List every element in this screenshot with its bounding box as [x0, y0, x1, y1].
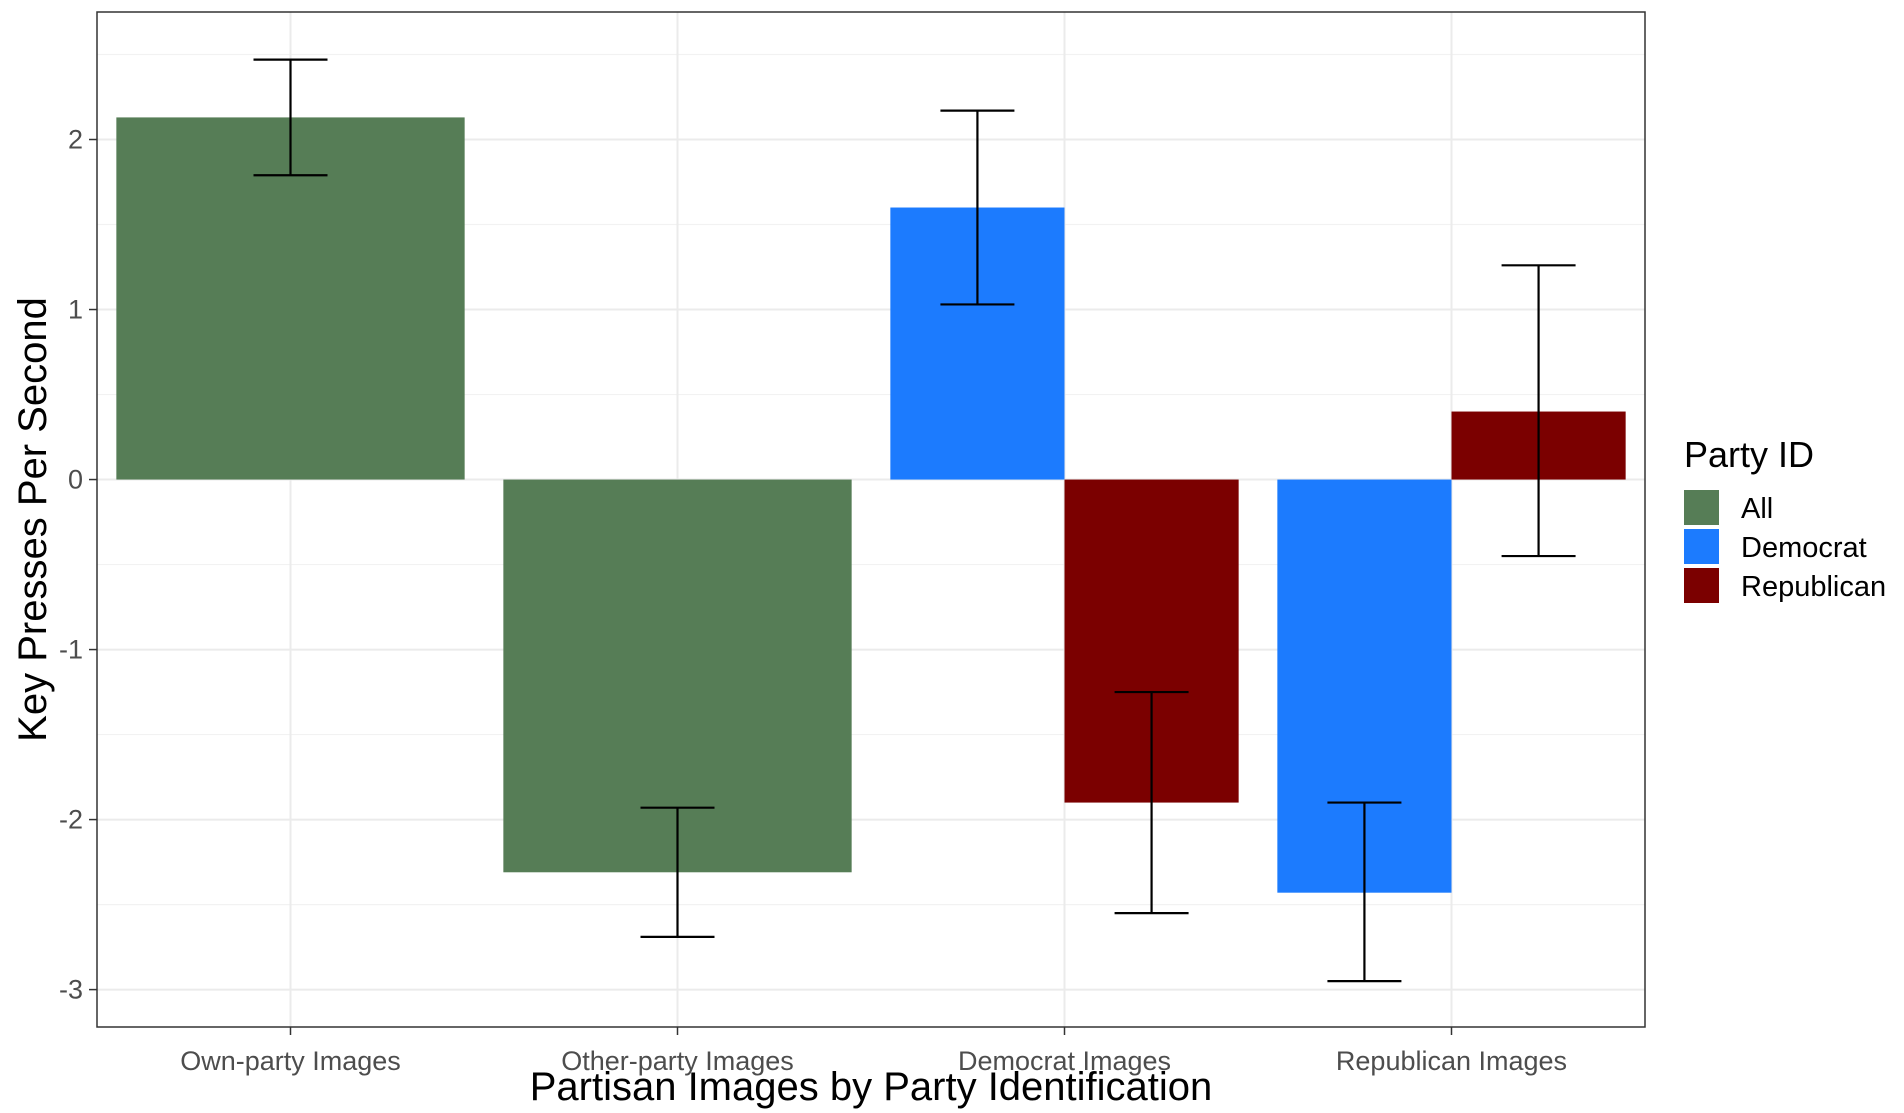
- legend-title: Party ID: [1684, 434, 1814, 475]
- legend-label-democrat: Democrat: [1741, 532, 1867, 564]
- x-tick-label: Democrat Images: [958, 1046, 1171, 1076]
- legend-items: All Democrat Republican: [1684, 490, 1886, 603]
- x-tick-label: Republican Images: [1336, 1046, 1567, 1076]
- y-tick-label: -3: [59, 975, 83, 1005]
- y-tick-label: 2: [68, 125, 83, 155]
- y-tick-label: -1: [59, 635, 83, 665]
- y-tick-label: 1: [68, 295, 83, 325]
- legend-key-democrat: [1684, 529, 1719, 564]
- bars: [116, 117, 1626, 893]
- error-bars: [253, 58, 1576, 983]
- panel-border: [96, 11, 1646, 1028]
- x-axis-ticks: Own-party Images Other-party Images Democr…: [180, 1027, 1567, 1076]
- legend-key-all: [1684, 490, 1719, 525]
- bar-all-1: [116, 117, 465, 480]
- y-tick-label: -2: [59, 805, 83, 835]
- legend-key-republican: [1684, 568, 1719, 603]
- y-tick-label: 0: [68, 465, 83, 495]
- x-axis-title: Partisan Images by Party Identification: [530, 1065, 1213, 1109]
- legend: Party ID All Democrat Republican: [1684, 434, 1886, 603]
- x-tick-label: Other-party Images: [561, 1046, 794, 1076]
- x-tick-label: Own-party Images: [180, 1046, 401, 1076]
- legend-label-republican: Republican: [1741, 571, 1886, 603]
- legend-label-all: All: [1741, 493, 1773, 525]
- y-axis-ticks: -3 -2 -1 0 1 2: [59, 125, 97, 1005]
- y-axis-title: Key Presses Per Second: [11, 297, 55, 742]
